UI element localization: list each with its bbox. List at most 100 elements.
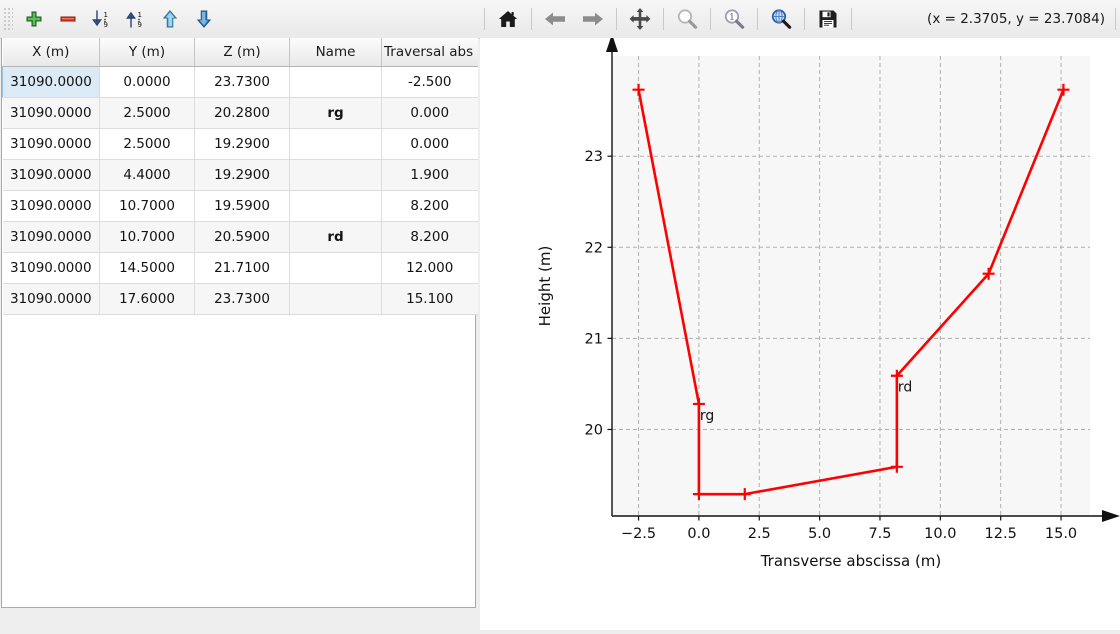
cell-traversal[interactable]: -2.500 [381,66,478,98]
column-header-x[interactable]: X (m) [2,38,100,67]
data-point-annotation: rg [700,408,714,424]
cell-name[interactable] [289,283,382,315]
x-tick-label: 7.5 [868,526,891,542]
data-point-marker [692,488,705,501]
cell-z[interactable]: 20.2800 [194,97,290,129]
cell-y[interactable]: 10.7000 [99,221,195,253]
cell-z[interactable]: 21.7100 [194,252,290,284]
x-tick-label: 12.5 [985,526,1017,542]
forward-button[interactable] [574,3,612,35]
cell-traversal[interactable]: 1.900 [381,159,478,191]
cell-z[interactable]: 23.7300 [194,66,290,98]
data-table[interactable]: X (m) Y (m) Z (m) Name Traversal abs (m … [2,38,478,315]
plot-canvas[interactable]: −2.5 0.0 2.5 5.0 7.5 10.0 12.5 15.0 20 21 22 23 Tran… [480,34,1120,630]
cell-x[interactable]: 31090.0000 [2,283,100,315]
zoom-one-button[interactable]: 1 [715,3,753,35]
toolbar-separator [1115,8,1116,30]
cell-y[interactable]: 17.6000 [99,283,195,315]
cell-z[interactable]: 19.5900 [194,190,290,222]
cross-section-chart[interactable]: −2.5 0.0 2.5 5.0 7.5 10.0 12.5 15.0 20 21 22 23 Tran… [480,34,1120,630]
table-row[interactable]: 31090.0000 2.5000 20.2800 rg 0.000 [2,97,478,129]
table-row[interactable]: 31090.0000 14.5000 21.7100 12.000 [2,252,478,284]
table-row[interactable]: 31090.0000 2.5000 19.2900 0.000 [2,128,478,160]
x-tick-label: −2.5 [621,526,656,542]
table-header-row: X (m) Y (m) Z (m) Name Traversal abs (m [2,38,478,67]
zoom-region-button[interactable] [762,3,800,35]
cell-x[interactable]: 31090.0000 [2,252,100,284]
add-row-button[interactable] [17,4,51,34]
svg-text:1: 1 [138,11,142,19]
toolbar-separator [531,8,532,30]
x-tick-label: 0.0 [687,526,710,542]
x-tick-label: 2.5 [748,526,771,542]
cell-y[interactable]: 0.0000 [99,66,195,98]
y-axis-label: Height (m) [536,246,554,327]
table-body: 31090.0000 0.0000 23.7300 -2.500 31090.0000 2… [2,66,478,315]
y-tick-label: 22 [585,240,603,256]
back-button[interactable] [536,3,574,35]
data-table-frame[interactable]: X (m) Y (m) Z (m) Name Traversal abs (m … [1,38,478,608]
table-row[interactable]: 31090.0000 17.6000 23.7300 15.100 [2,283,478,315]
x-axis-arrowhead [1102,510,1120,522]
cell-y[interactable]: 10.7000 [99,190,195,222]
cell-traversal[interactable]: 15.100 [381,283,478,315]
column-header-traversal[interactable]: Traversal abs (m [381,38,478,67]
cell-x[interactable]: 31090.0000 [2,159,100,191]
cell-z[interactable]: 20.5900 [194,221,290,253]
cell-z[interactable]: 23.7300 [194,283,290,315]
table-row[interactable]: 31090.0000 10.7000 20.5900 rd 8.200 [2,221,478,253]
cell-y[interactable]: 2.5000 [99,128,195,160]
cell-x[interactable]: 31090.0000 [2,128,100,160]
cell-traversal[interactable]: 0.000 [381,128,478,160]
cell-name[interactable]: rg [289,97,382,129]
cell-x[interactable]: 31090.0000 [2,221,100,253]
column-header-z[interactable]: Z (m) [194,38,290,67]
home-button[interactable] [489,3,527,35]
table-pane: 1 9 1 9 [0,0,480,630]
remove-row-button[interactable] [51,4,85,34]
column-header-y[interactable]: Y (m) [99,38,195,67]
sort-descending-button[interactable]: 1 9 [85,4,119,34]
y-tick-label: 20 [585,422,603,438]
cell-traversal[interactable]: 0.000 [381,97,478,129]
cell-x[interactable]: 31090.0000 [2,66,100,98]
save-button[interactable] [809,3,847,35]
cell-x[interactable]: 31090.0000 [2,97,100,129]
cell-name[interactable] [289,128,382,160]
svg-text:1: 1 [104,11,108,19]
table-row[interactable]: 31090.0000 0.0000 23.7300 -2.500 [2,66,478,98]
cell-name[interactable] [289,66,382,98]
zoom-button[interactable] [668,3,706,35]
move-down-button[interactable] [187,4,221,34]
cell-name[interactable] [289,252,382,284]
table-row[interactable]: 31090.0000 10.7000 19.5900 8.200 [2,190,478,222]
sort-ascending-button[interactable]: 1 9 [119,4,153,34]
cell-y[interactable]: 2.5000 [99,97,195,129]
cell-z[interactable]: 19.2900 [194,128,290,160]
toolbar-separator [851,8,852,30]
cell-y[interactable]: 14.5000 [99,252,195,284]
column-header-name[interactable]: Name [289,38,382,67]
cell-x[interactable]: 31090.0000 [2,190,100,222]
toolbar-separator [616,8,617,30]
cell-name[interactable] [289,190,382,222]
toolbar-drag-handle[interactable] [3,7,13,31]
toolbar-separator [484,8,485,30]
x-tick-label: 5.0 [808,526,831,542]
table-row[interactable]: 31090.0000 4.4000 19.2900 1.900 [2,159,478,191]
cell-traversal[interactable]: 12.000 [381,252,478,284]
y-tick-label: 23 [585,149,603,165]
pan-button[interactable] [621,3,659,35]
toolbar-separator [757,8,758,30]
move-up-button[interactable] [153,4,187,34]
plot-toolbar: 1 [480,0,1120,39]
x-tick-label: 10.0 [924,526,956,542]
cell-z[interactable]: 19.2900 [194,159,290,191]
cell-traversal[interactable]: 8.200 [381,190,478,222]
cell-name[interactable] [289,159,382,191]
cell-y[interactable]: 4.4000 [99,159,195,191]
cell-name[interactable]: rd [289,221,382,253]
y-tick-label: 21 [585,331,603,347]
cell-traversal[interactable]: 8.200 [381,221,478,253]
y-axis-arrowhead [606,34,618,52]
